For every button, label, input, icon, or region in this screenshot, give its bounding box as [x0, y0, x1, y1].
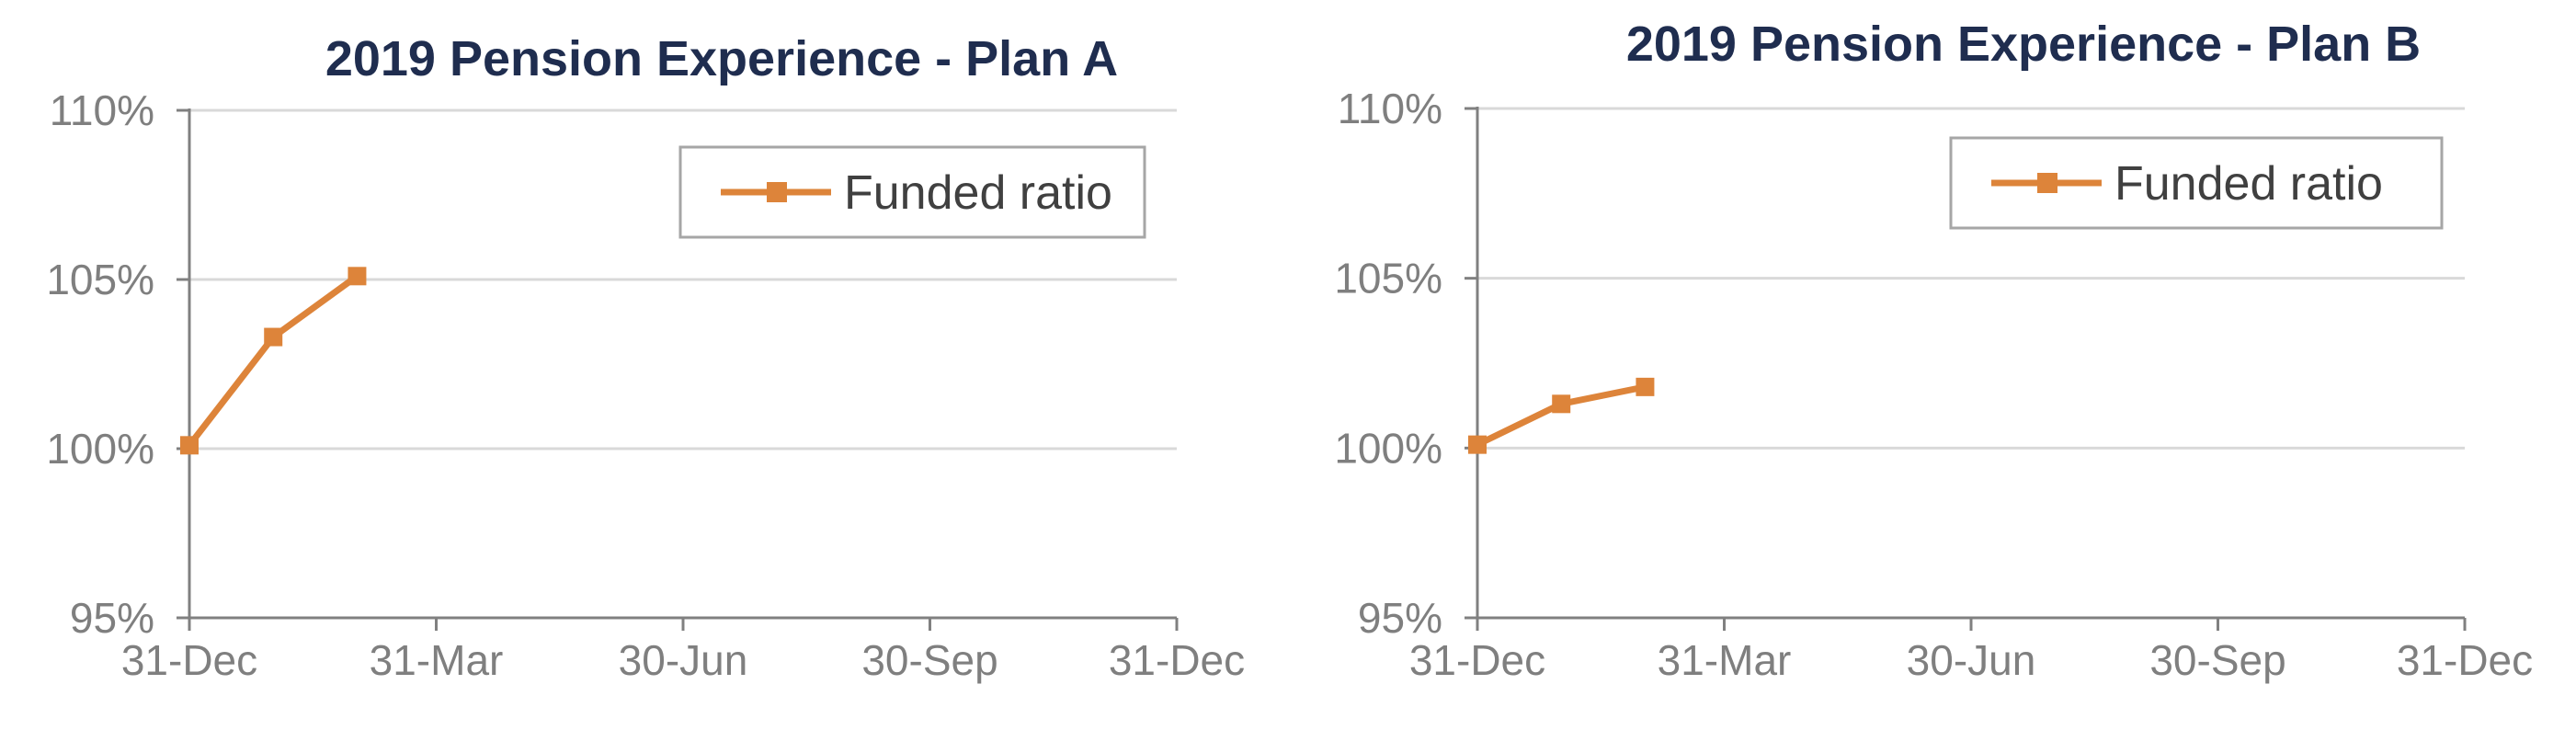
chart-plan-a: 2019 Pension Experience - Plan A 95% 100% 1… — [46, 31, 1245, 684]
chart-title: 2019 Pension Experience - Plan A — [325, 31, 1118, 86]
legend-marker — [2037, 173, 2057, 193]
y-tick-label: 100% — [46, 425, 154, 473]
y-tick-label: 95% — [1358, 594, 1442, 642]
x-tick-label: 30-Jun — [1907, 636, 2036, 684]
x-tick-label: 31-Mar — [370, 636, 504, 684]
x-tick-label: 30-Jun — [619, 636, 748, 684]
x-tick-label: 31-Dec — [1409, 636, 1545, 684]
x-tick-label: 30-Sep — [2149, 636, 2285, 684]
y-tick-label: 105% — [46, 256, 154, 303]
data-point-marker — [1552, 394, 1571, 414]
chart-plan-a-svg: 2019 Pension Experience - Plan A 95% 100% 1… — [46, 31, 1245, 684]
x-tick-label: 31-Dec — [121, 636, 257, 684]
data-point-marker — [1468, 435, 1487, 454]
chart-plan-b: 2019 Pension Experience - Plan B 95% 100% 1… — [1288, 0, 2576, 730]
legend-label: Funded ratio — [844, 166, 1112, 220]
x-tick-label: 30-Sep — [861, 636, 997, 684]
y-tick-label: 110% — [1338, 85, 1442, 132]
y-tick-label: 95% — [70, 594, 154, 642]
legend-label: Funded ratio — [2114, 157, 2383, 211]
data-point-marker — [348, 267, 367, 286]
y-tick-label: 110% — [50, 86, 154, 134]
x-tick-label: 31-Dec — [1109, 636, 1245, 684]
data-point-marker — [264, 327, 283, 347]
data-point-marker — [180, 436, 199, 455]
series-line-funded-ratio — [187, 273, 359, 448]
chart-plan-b-svg: 2019 Pension Experience - Plan B 95% 100% 1… — [1334, 17, 2533, 684]
x-tick-label: 31-Dec — [2397, 636, 2533, 684]
y-tick-label: 100% — [1334, 424, 1442, 472]
chart-title: 2019 Pension Experience - Plan B — [1626, 17, 2421, 72]
legend-marker — [767, 182, 787, 202]
x-tick-label: 31-Mar — [1658, 636, 1792, 684]
data-point-marker — [1636, 377, 1655, 396]
y-tick-label: 105% — [1334, 255, 1442, 302]
